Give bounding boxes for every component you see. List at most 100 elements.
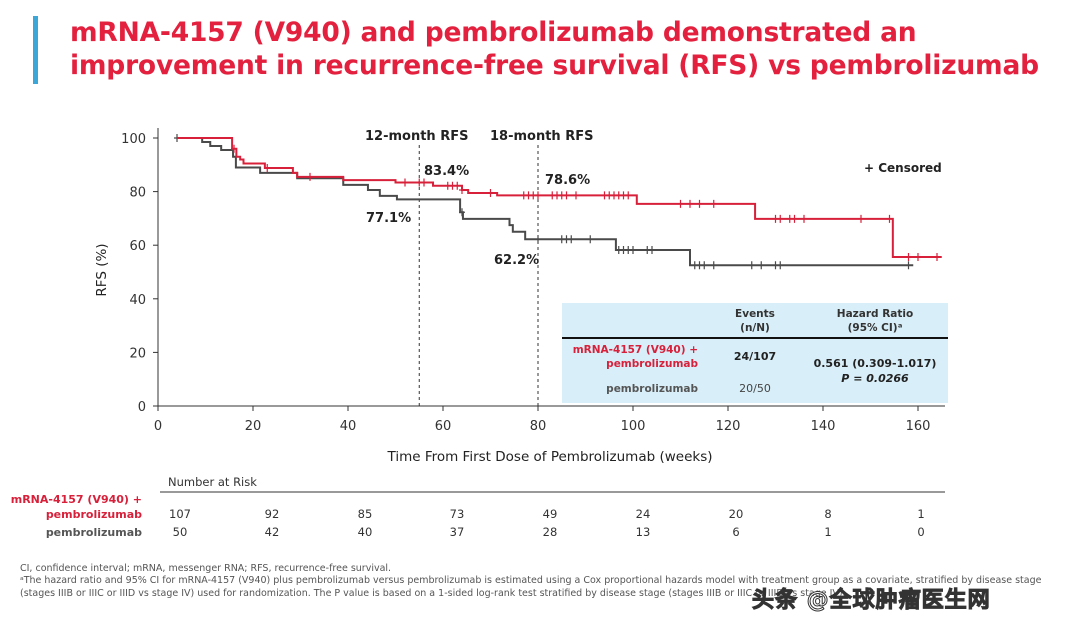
annot-pembro-12: 77.1% <box>366 211 411 226</box>
risk-cell-combo: 24 <box>636 507 651 521</box>
censor-mark-pembro <box>905 261 912 270</box>
watermark: 头条 @全球肿瘤医生网 <box>752 588 991 614</box>
censor-mark-pembro <box>758 261 765 270</box>
censor-mark-pembro <box>701 261 708 270</box>
censor-mark-pembro <box>568 235 575 244</box>
risk-cell-pembro: 50 <box>173 525 188 539</box>
marker-label-12: 12-month RFS <box>365 129 468 144</box>
censor-mark-combo <box>687 199 693 208</box>
x-axis-label: Time From First Dose of Pembrolizumab (w… <box>386 449 712 465</box>
risk-cell-combo: 73 <box>450 507 465 521</box>
censor-mark-combo <box>573 191 579 200</box>
risk-cell-combo: 20 <box>729 507 744 521</box>
censor-mark-combo <box>777 214 784 223</box>
risk-cell-combo: 8 <box>824 507 831 521</box>
row-pembro-label: pembrolizumab <box>606 383 698 395</box>
km-curve-combo <box>177 137 942 258</box>
x-tick-label: 160 <box>906 419 931 434</box>
risk-cell-pembro: 37 <box>450 525 465 539</box>
censor-mark-combo <box>535 191 541 200</box>
annot-combo-12: 83.4% <box>424 164 469 179</box>
x-tick-label: 140 <box>811 419 836 434</box>
table-bg <box>562 303 948 403</box>
risk-pembro-label: pembrolizumab <box>46 526 142 539</box>
row-combo-events: 24/107 <box>734 350 776 363</box>
col-hr-sub: (95% CI)ᵃ <box>848 322 903 334</box>
y-tick-label: 40 <box>129 293 146 308</box>
risk-cell-pembro: 0 <box>917 525 924 539</box>
title-line-2: improvement in recurrence-free survival … <box>70 50 1039 81</box>
risk-combo-label: mRNA-4157 (V940) + <box>11 493 142 506</box>
y-tick-label: 0 <box>138 400 146 415</box>
annot-pembro-18: 62.2% <box>494 253 539 268</box>
x-tick-label: 120 <box>716 419 741 434</box>
censor-mark-combo <box>402 178 408 187</box>
footnote-3: (stages IIIB or IIIC or IIID vs stage IV… <box>20 588 846 599</box>
footnote-1: CI, confidence interval; mRNA, messenger… <box>20 563 392 574</box>
number-at-risk: Number at Risk mRNA-4157 (V940) + pembro… <box>11 475 945 539</box>
x-tick-label: 20 <box>245 419 262 434</box>
censor-mark-pembro <box>630 246 636 255</box>
censor-mark-combo <box>563 191 570 200</box>
censor-mark-combo <box>791 214 798 223</box>
col-events: Events <box>735 308 775 320</box>
risk-cell-combo: 107 <box>169 507 191 521</box>
censor-mark-combo <box>264 164 271 173</box>
censor-mark-combo <box>710 199 717 208</box>
censor-mark-combo <box>421 178 427 187</box>
censor-mark-pembro <box>459 208 465 217</box>
y-tick-label: 80 <box>129 186 146 201</box>
censor-mark-combo <box>886 214 893 223</box>
km-curve-pembro <box>177 137 914 267</box>
p-value: P = 0.0266 <box>841 372 909 385</box>
row-combo-label: mRNA-4157 (V940) + <box>573 344 698 356</box>
marker-label-18: 18-month RFS <box>490 129 593 144</box>
censor-mark-combo <box>454 181 461 190</box>
risk-cell-pembro: 1 <box>824 525 831 539</box>
censor-mark-combo <box>459 185 465 194</box>
risk-cell-pembro: 42 <box>265 525 280 539</box>
col-events-sub: (n/N) <box>740 322 770 334</box>
x-tick-label: 0 <box>154 419 162 434</box>
censor-mark-combo <box>934 252 940 261</box>
censor-mark-combo <box>231 144 237 153</box>
censor-mark-pembro <box>710 261 717 270</box>
hr-value: 0.561 (0.309-1.017) <box>814 357 937 370</box>
title-line-1: mRNA-4157 (V940) and pembrolizumab demon… <box>70 17 917 48</box>
footnote-2: ᵃThe hazard ratio and 95% CI for mRNA-41… <box>20 575 1042 586</box>
risk-cell-combo: 1 <box>917 507 924 521</box>
risk-header: Number at Risk <box>168 475 257 489</box>
x-tick-label: 40 <box>340 419 357 434</box>
censor-mark-combo <box>858 214 864 223</box>
y-tick-label: 20 <box>129 346 146 361</box>
risk-cell-combo: 92 <box>265 507 280 521</box>
row-combo-label-2: pembrolizumab <box>606 358 698 370</box>
y-tick-label: 60 <box>129 239 146 254</box>
row-pembro-events: 20/50 <box>739 382 771 395</box>
risk-cell-pembro: 13 <box>636 525 651 539</box>
hazard-ratio-table: Events (n/N) Hazard Ratio (95% CI)ᵃ mRNA… <box>562 303 948 403</box>
risk-combo-label-2: pembrolizumab <box>46 508 142 521</box>
x-tick-label: 80 <box>530 419 547 434</box>
slide-title: mRNA-4157 (V940) and pembrolizumab demon… <box>70 16 1039 82</box>
censor-mark-combo <box>696 199 703 208</box>
censor-mark-combo <box>307 172 313 181</box>
censor-mark-combo <box>915 252 921 261</box>
x-tick-label: 60 <box>435 419 452 434</box>
risk-cell-pembro: 28 <box>543 525 558 539</box>
censor-mark-combo <box>677 199 684 208</box>
risk-cell-combo: 49 <box>543 507 558 521</box>
y-axis-label: RFS (%) <box>94 243 110 296</box>
censor-mark-pembro <box>535 235 541 244</box>
censor-mark-pembro <box>777 261 784 270</box>
censor-mark-pembro <box>748 261 755 270</box>
censor-mark-combo <box>625 191 632 200</box>
risk-cell-pembro: 40 <box>358 525 373 539</box>
x-tick-label: 100 <box>621 419 646 434</box>
legend-censored: + Censored <box>864 161 942 175</box>
censor-mark-pembro <box>649 246 655 255</box>
censor-mark-pembro <box>587 235 594 244</box>
censor-mark-combo <box>487 188 494 197</box>
